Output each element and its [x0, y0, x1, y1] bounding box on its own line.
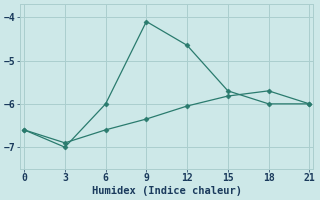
X-axis label: Humidex (Indice chaleur): Humidex (Indice chaleur): [92, 186, 242, 196]
